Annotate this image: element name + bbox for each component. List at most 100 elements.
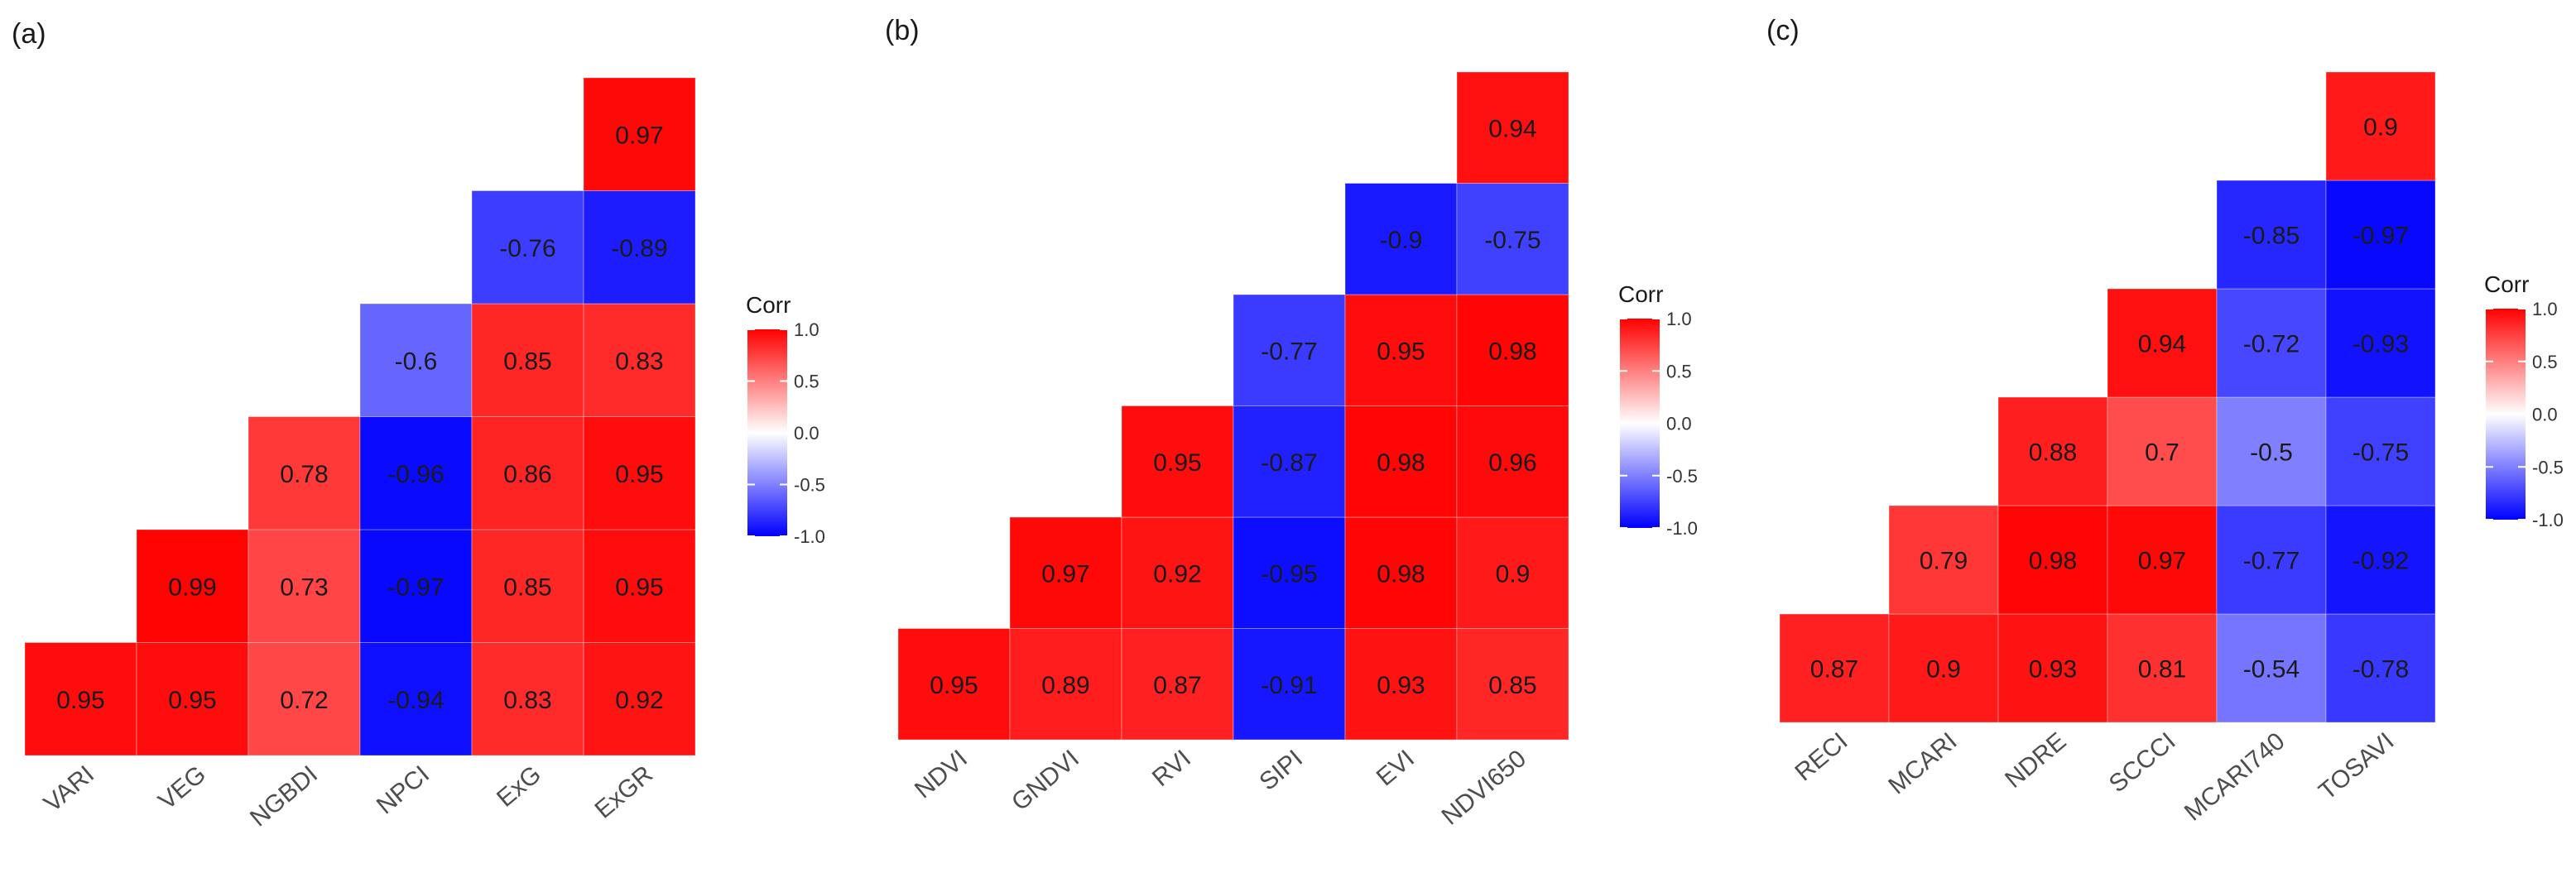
- legend-tick-label: 0.0: [2532, 405, 2558, 425]
- cell-value-label: -0.95: [1261, 560, 1317, 588]
- correlation-panel-3: (c) 0.87 0.9 0.79 0.93 0.98 0.88 0.81 0.97 0.7 0.9…: [1766, 15, 2564, 827]
- cell-value-label: 0.97: [615, 122, 663, 149]
- cell-value-label: -0.75: [2353, 439, 2409, 467]
- cell-value-label: 0.94: [2138, 331, 2186, 358]
- legend-tick-label: -1.0: [1666, 518, 1698, 539]
- heatmap-cell: [248, 642, 361, 756]
- heatmap-cell: [1344, 516, 1458, 629]
- x-tick-label: GNDVI: [1007, 745, 1084, 816]
- x-tick-label: ExG: [492, 760, 546, 813]
- legend-title: Corr: [2484, 271, 2529, 297]
- heatmap-cell: [2216, 288, 2327, 398]
- heatmap-cell: [2216, 396, 2327, 506]
- heatmap-cell: [1888, 505, 1999, 615]
- x-tick-label: NPCI: [372, 760, 435, 819]
- cell-value-label: -0.87: [1261, 449, 1317, 477]
- x-tick-label: SIPI: [1254, 745, 1308, 796]
- cell-value-label: 0.92: [615, 687, 663, 714]
- heatmap-cell: [1779, 613, 1890, 723]
- cell-value-label: 0.9: [1926, 656, 1961, 684]
- cell-value-label: -0.93: [2353, 331, 2409, 358]
- cell-value-label: 0.85: [1488, 672, 1536, 699]
- heatmap-cell: [2325, 505, 2436, 615]
- cell-value-label: 0.83: [503, 687, 551, 714]
- cell-value-label: 0.85: [503, 348, 551, 375]
- panel-label: (c): [1766, 15, 1800, 46]
- heatmap-cell: [1344, 405, 1458, 518]
- x-tick-label: ExGR: [589, 760, 658, 824]
- cell-value-label: 0.93: [1377, 672, 1425, 699]
- heatmap-cell: [2325, 613, 2436, 723]
- cell-value-label: -0.5: [2250, 439, 2293, 467]
- cell-value-label: 0.97: [1041, 560, 1089, 588]
- heatmap-cell: [2216, 505, 2327, 615]
- cell-value-label: 0.7: [2145, 439, 2180, 467]
- heatmap-cell: [1344, 628, 1458, 741]
- legend-title: Corr: [1618, 281, 1663, 307]
- cell-value-label: 0.95: [1153, 449, 1201, 477]
- cell-value-label: 0.87: [1153, 672, 1201, 699]
- cell-value-label: 0.96: [1488, 449, 1536, 477]
- heatmap-cell: [2325, 396, 2436, 506]
- correlation-panel-1: (a) 0.95 0.95 0.99 0.72 0.73 0.78 -0.94 -0.97 -0.…: [12, 18, 825, 832]
- cell-value-label: -0.9: [1380, 227, 1423, 254]
- heatmap-cell: [1344, 294, 1458, 406]
- cell-value-label: -0.6: [395, 348, 438, 375]
- cell-value-label: -0.77: [2243, 548, 2300, 575]
- cell-value-label: 0.94: [1488, 115, 1536, 142]
- heatmap-cell: [248, 529, 361, 643]
- heatmap-cell: [1233, 628, 1346, 741]
- heatmap-cell: [1997, 505, 2108, 615]
- x-tick-label: NGBDI: [245, 760, 323, 832]
- heatmap-cell: [136, 529, 249, 643]
- correlation-panel-2: (b) 0.95 0.89 0.97 0.87 0.92 0.95 -0.91 -0.95 -0.…: [885, 15, 1698, 831]
- cell-value-label: 0.72: [280, 687, 328, 714]
- cell-value-label: 0.86: [503, 461, 551, 488]
- cell-value-label: 0.73: [280, 573, 328, 601]
- cell-value-label: -0.97: [387, 573, 444, 601]
- cell-value-label: 0.83: [615, 348, 663, 375]
- heatmap-cell: [248, 416, 361, 530]
- cell-value-label: 0.95: [615, 461, 663, 488]
- heatmap-cell: [1456, 183, 1569, 295]
- cell-value-label: 0.95: [1377, 338, 1425, 365]
- legend-tick-label: 0.5: [794, 372, 819, 392]
- legend-tick-label: 0.5: [2532, 352, 2558, 372]
- cell-value-label: -0.92: [2353, 548, 2409, 575]
- cell-value-label: -0.96: [387, 461, 444, 488]
- cell-value-label: 0.95: [168, 687, 216, 714]
- legend-tick-label: -0.5: [2532, 457, 2564, 477]
- cell-value-label: 0.85: [503, 573, 551, 601]
- cell-value-label: -0.94: [387, 687, 444, 714]
- heatmap-cell: [471, 416, 584, 530]
- cell-value-label: -0.89: [611, 235, 667, 262]
- legend-title: Corr: [746, 292, 791, 318]
- cell-value-label: -0.78: [2353, 656, 2409, 684]
- cell-value-label: -0.85: [2243, 223, 2300, 250]
- heatmap-cell: [2216, 180, 2327, 290]
- x-tick-label: NDVI650: [1437, 745, 1531, 831]
- x-tick-label: RVI: [1147, 745, 1196, 792]
- cell-value-label: 0.98: [1488, 338, 1536, 365]
- legend-tick-label: 0.5: [1666, 361, 1692, 381]
- heatmap-cell: [583, 303, 696, 417]
- cell-value-label: 0.95: [930, 672, 978, 699]
- cell-value-label: -0.77: [1261, 338, 1317, 365]
- cell-value-label: -0.75: [1484, 227, 1540, 254]
- heatmap-cell: [1009, 516, 1122, 629]
- cell-value-label: 0.93: [2029, 656, 2077, 684]
- x-tick-label: VEG: [153, 760, 211, 815]
- cell-value-label: 0.87: [1810, 656, 1858, 684]
- heatmap-cell: [2107, 396, 2218, 506]
- x-tick-label: NDVI: [910, 745, 973, 803]
- cell-value-label: 0.92: [1153, 560, 1201, 588]
- heatmap-cell: [359, 416, 473, 530]
- cell-value-label: -0.97: [2353, 223, 2409, 250]
- cell-value-label: 0.78: [280, 461, 328, 488]
- legend-tick-label: -0.5: [1666, 466, 1698, 487]
- x-tick-label: SCCCI: [2104, 727, 2181, 798]
- heatmap-cell: [2107, 288, 2218, 398]
- cell-value-label: -0.72: [2243, 331, 2300, 358]
